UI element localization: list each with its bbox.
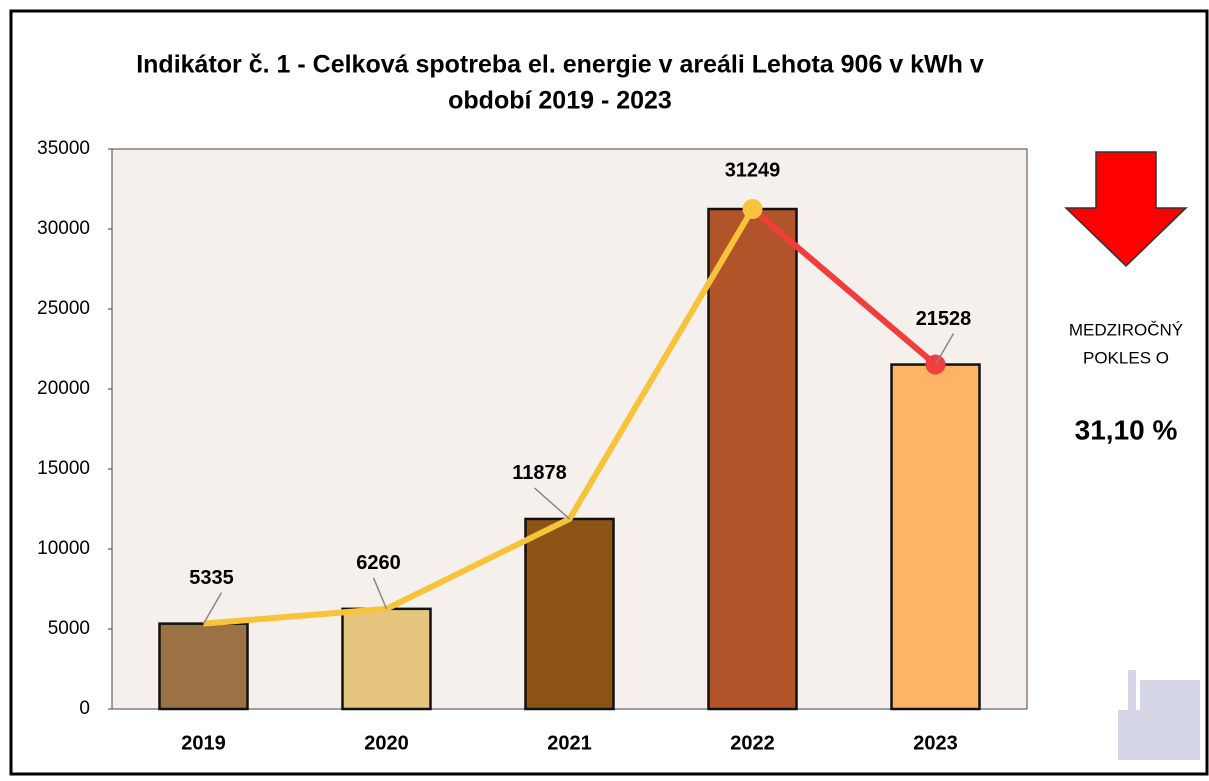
annotation-value: 31,10 % (1075, 414, 1178, 445)
y-tick-label: 35000 (37, 138, 90, 159)
bar (524, 517, 615, 711)
leader-line (372, 577, 388, 610)
annotation-text: MEDZIROČNÝ (1069, 320, 1183, 339)
logo (1118, 670, 1200, 760)
x-tick-label: 2023 (913, 732, 958, 754)
y-tick-label: 25000 (37, 298, 90, 319)
x-tick-label: 2021 (547, 732, 592, 754)
leader-line (934, 333, 955, 365)
bar (890, 363, 981, 711)
annotation-text: POKLES O (1083, 348, 1169, 367)
leader-line (202, 592, 223, 625)
chart-title: období 2019 - 2023 (448, 87, 672, 115)
data-label: 6260 (356, 552, 401, 574)
y-tick-label: 15000 (37, 458, 90, 479)
y-tick-label: 30000 (37, 218, 90, 239)
chart-title: Indikátor č. 1 - Celková spotreba el. en… (136, 51, 984, 79)
y-tick-label: 20000 (37, 378, 90, 399)
data-label: 21528 (916, 308, 972, 330)
x-tick-label: 2019 (181, 732, 226, 754)
data-label: 31249 (725, 159, 781, 181)
y-tick-label: 0 (79, 698, 90, 719)
down-arrow (1064, 151, 1188, 268)
bar (158, 622, 249, 711)
x-tick-label: 2022 (730, 732, 775, 754)
bar (707, 207, 798, 711)
marker (742, 199, 763, 220)
data-label: 5335 (189, 567, 234, 589)
y-tick-label: 5000 (48, 618, 90, 639)
leader-line (534, 487, 570, 520)
data-label: 11878 (512, 462, 567, 484)
bar (341, 607, 432, 711)
x-tick-label: 2020 (364, 732, 409, 754)
trend-line (203, 207, 756, 627)
decline-line (750, 206, 938, 367)
y-tick-label: 10000 (37, 538, 90, 559)
